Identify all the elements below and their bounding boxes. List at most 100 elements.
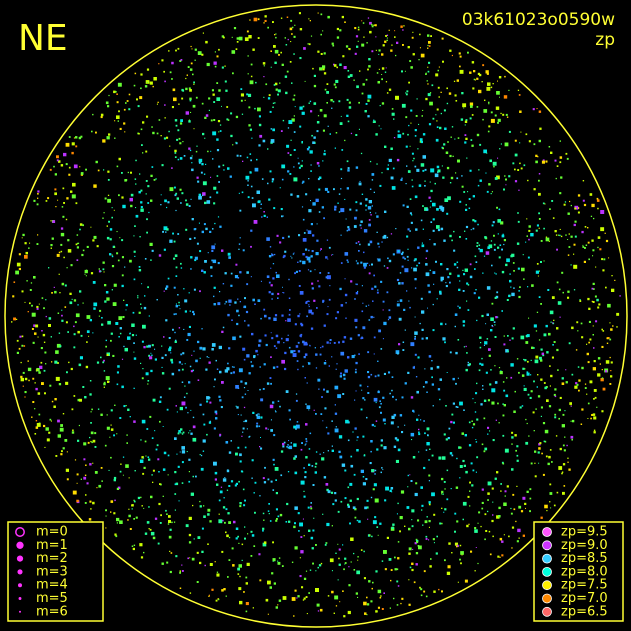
- star: [479, 73, 482, 77]
- star: [511, 253, 515, 257]
- star: [398, 282, 401, 285]
- star: [333, 64, 337, 67]
- star: [468, 363, 471, 366]
- star: [353, 79, 355, 81]
- star: [517, 169, 520, 171]
- star: [392, 395, 394, 398]
- star: [160, 135, 162, 137]
- star: [208, 361, 211, 364]
- star: [274, 102, 276, 104]
- star: [95, 160, 98, 164]
- star: [177, 294, 179, 296]
- star: [323, 52, 326, 55]
- star: [161, 356, 164, 359]
- star: [438, 66, 440, 68]
- star: [529, 497, 532, 500]
- star: [482, 385, 484, 387]
- star: [76, 234, 79, 236]
- star: [242, 488, 245, 491]
- star: [269, 404, 274, 409]
- star: [193, 128, 195, 130]
- star: [188, 381, 191, 384]
- star: [304, 377, 306, 379]
- star: [441, 37, 444, 40]
- star: [329, 558, 334, 563]
- star: [418, 428, 420, 431]
- star: [298, 234, 301, 237]
- star: [526, 218, 528, 220]
- star: [414, 335, 416, 338]
- star: [252, 48, 255, 51]
- star: [549, 310, 554, 315]
- star: [274, 314, 278, 317]
- star: [126, 434, 128, 436]
- star: [56, 343, 61, 348]
- star: [242, 427, 245, 430]
- star: [544, 440, 547, 443]
- star: [532, 108, 535, 111]
- star: [202, 439, 206, 443]
- star: [562, 444, 565, 447]
- star: [151, 166, 154, 168]
- star: [334, 208, 337, 211]
- star: [430, 200, 432, 202]
- star: [255, 349, 258, 353]
- star: [501, 248, 503, 251]
- star: [123, 345, 125, 348]
- star: [270, 139, 275, 143]
- star: [268, 281, 271, 284]
- star: [128, 477, 130, 479]
- star: [28, 379, 30, 382]
- star: [89, 393, 92, 396]
- star: [186, 339, 189, 341]
- star: [290, 255, 292, 257]
- star: [338, 450, 341, 453]
- star: [92, 462, 94, 464]
- star: [501, 554, 504, 557]
- star: [422, 169, 425, 172]
- star: [276, 365, 279, 368]
- star: [306, 148, 310, 151]
- star: [317, 566, 319, 569]
- star: [466, 300, 468, 302]
- star: [180, 432, 182, 434]
- star: [106, 236, 110, 240]
- star: [576, 383, 579, 386]
- star: [302, 340, 305, 344]
- star: [43, 369, 46, 372]
- star: [16, 262, 21, 267]
- star: [390, 487, 394, 490]
- star: [140, 556, 144, 559]
- star: [310, 255, 313, 258]
- star: [152, 398, 156, 402]
- star: [423, 420, 425, 422]
- star: [376, 163, 378, 165]
- star: [357, 556, 359, 558]
- star: [320, 53, 323, 55]
- star: [502, 462, 505, 465]
- star: [368, 223, 371, 227]
- star: [169, 187, 174, 192]
- star: [206, 200, 211, 204]
- star: [369, 30, 372, 34]
- star: [121, 385, 124, 389]
- star: [337, 510, 340, 513]
- star: [57, 419, 60, 423]
- star: [422, 133, 426, 136]
- star: [378, 125, 380, 127]
- star: [362, 302, 364, 304]
- star: [406, 235, 409, 238]
- star: [106, 136, 110, 140]
- star: [443, 239, 446, 242]
- star: [414, 129, 417, 132]
- star: [411, 152, 414, 155]
- star: [113, 283, 117, 287]
- star: [419, 140, 422, 143]
- star: [239, 335, 242, 338]
- star: [325, 483, 329, 486]
- star: [609, 338, 612, 341]
- star: [190, 45, 192, 48]
- star: [276, 518, 278, 520]
- star: [427, 434, 429, 436]
- star: [103, 212, 105, 214]
